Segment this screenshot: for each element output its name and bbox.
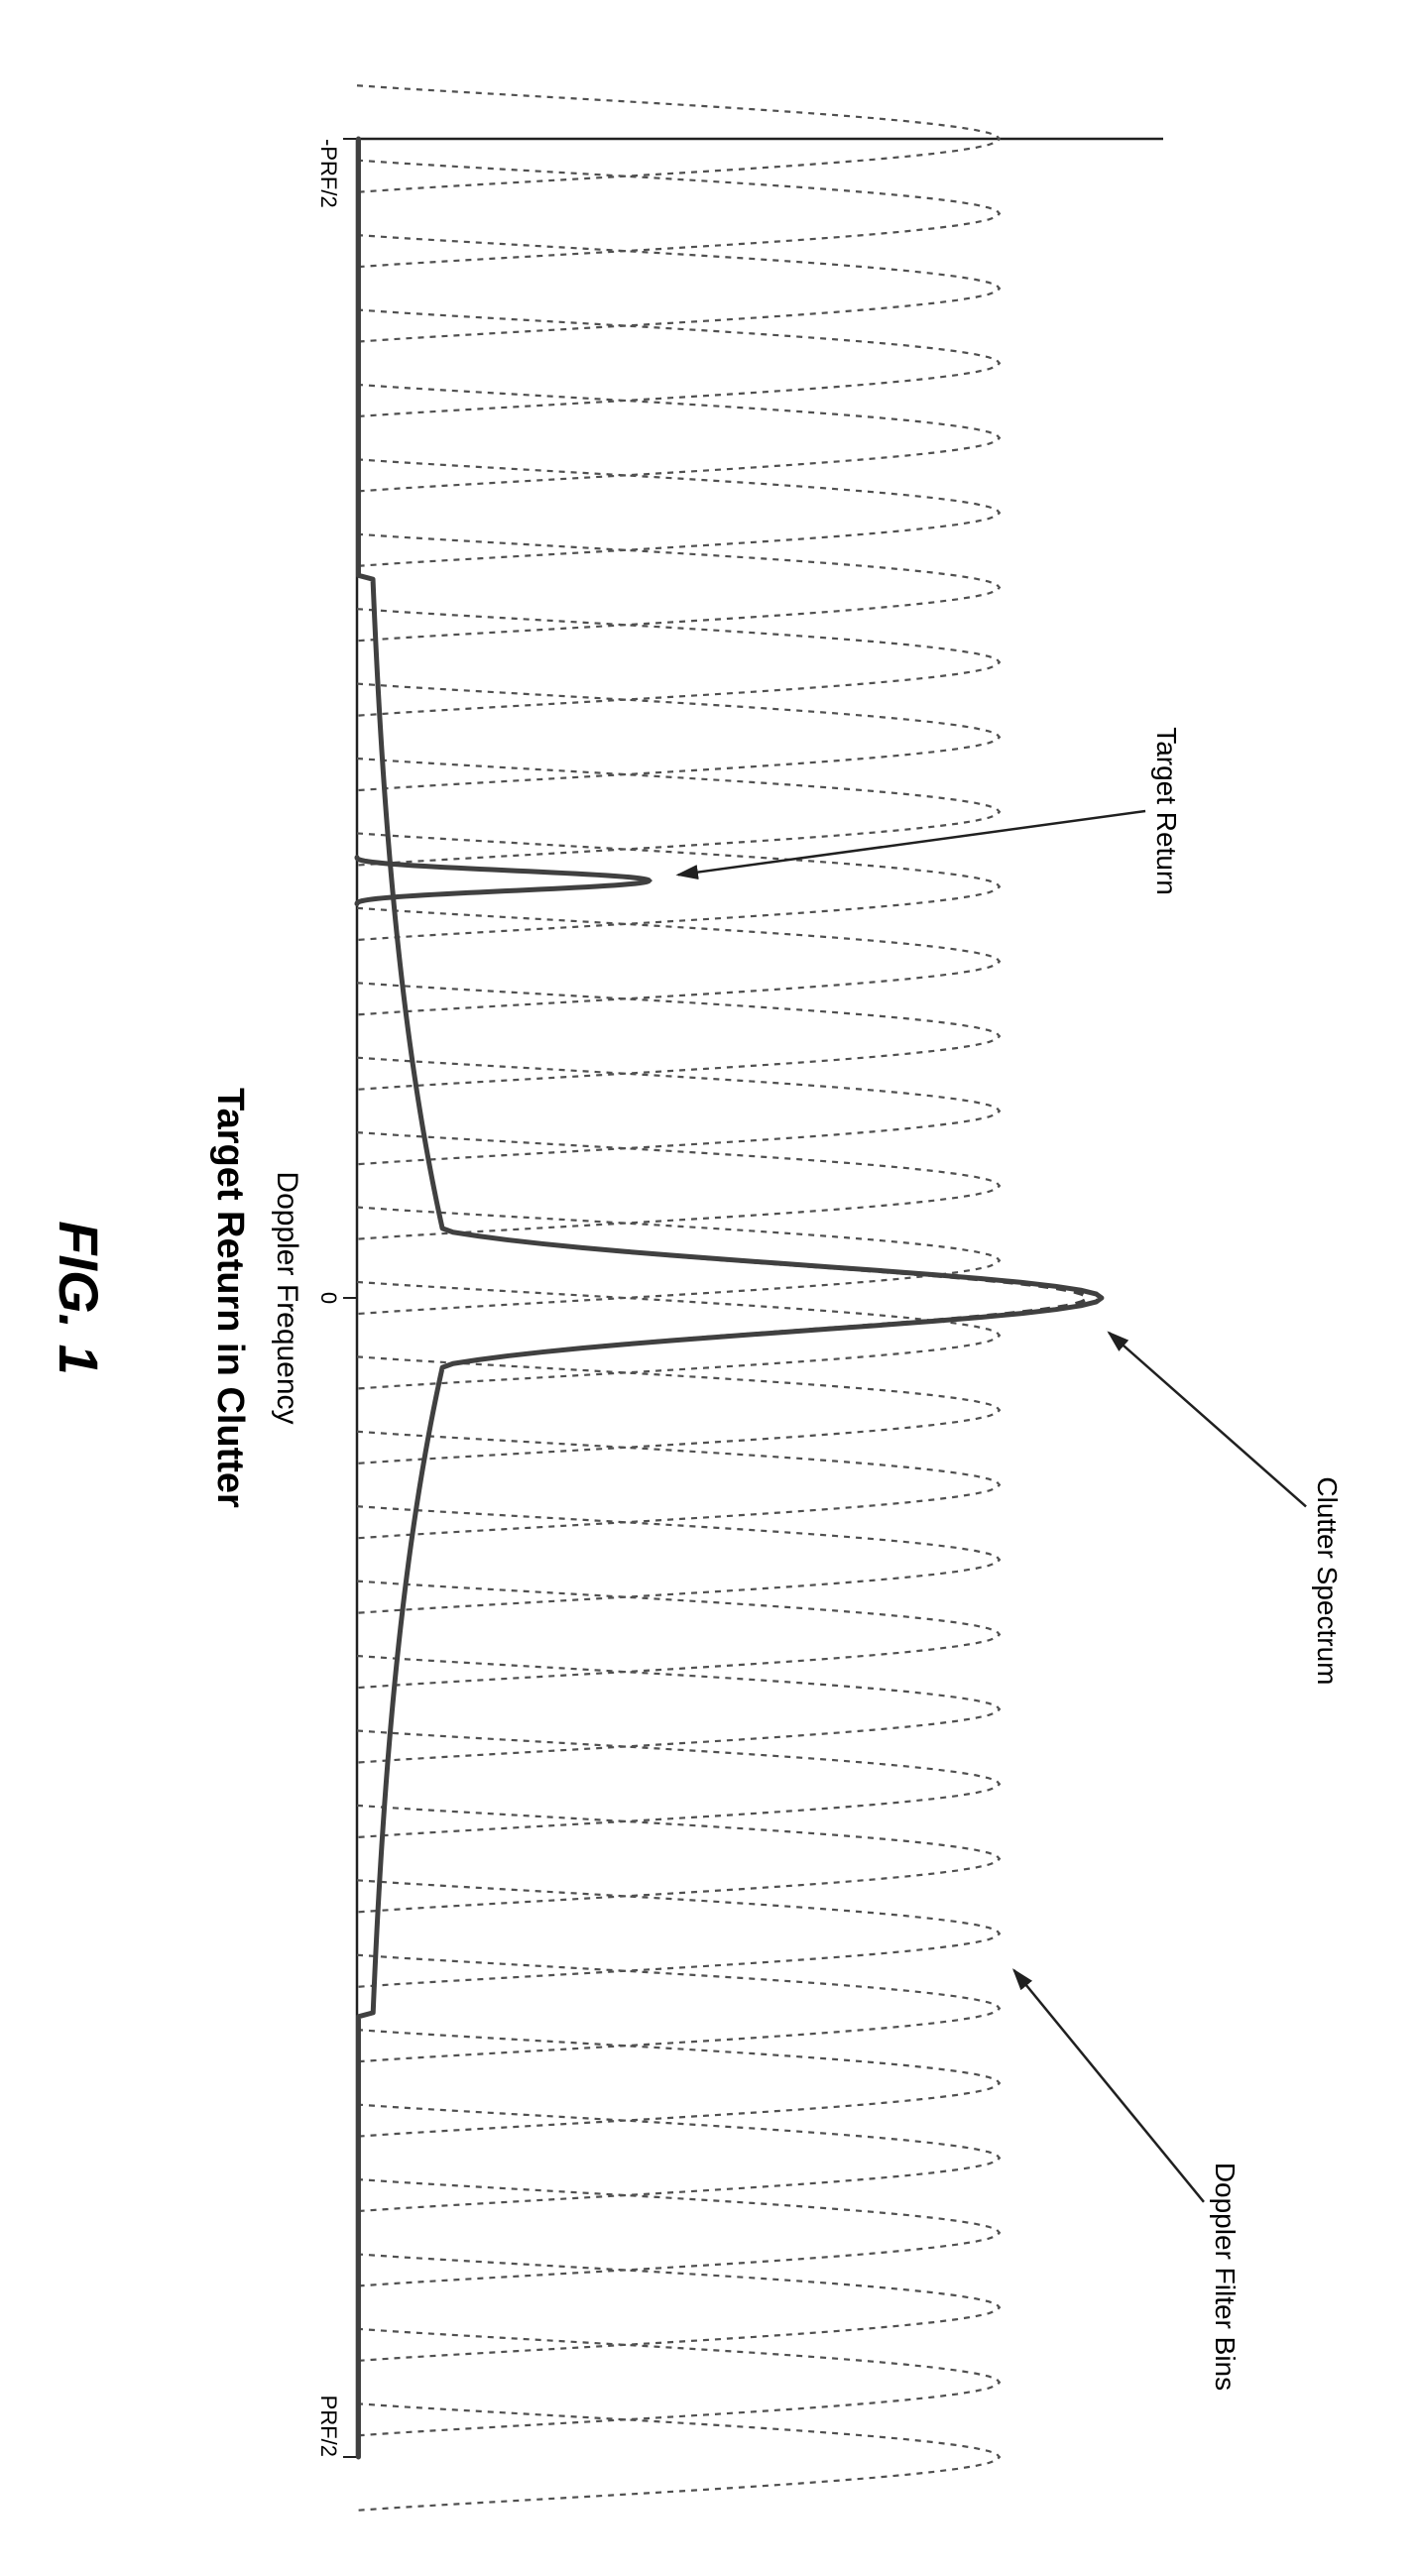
doppler-filter-bins-arrow	[1014, 1970, 1204, 2202]
doppler-filter-bin	[357, 161, 1000, 268]
doppler-filter-bin	[357, 759, 1000, 866]
figure-label: FIG. 1	[48, 1221, 110, 1375]
figure-container: -PRF/2 0 PRF/2 Clutter Spectrum Doppler Filt…	[0, 0, 1421, 2576]
doppler-filter-bin	[357, 459, 1000, 566]
clutter-spectrum-arrow	[1109, 1333, 1306, 1506]
tick-right: PRF/2	[316, 2396, 341, 2457]
doppler-filter-bin	[357, 1432, 1000, 1539]
doppler-filter-bin	[357, 1730, 1000, 1837]
target-return-label: Target Return	[1151, 727, 1182, 895]
doppler-filter-bin	[357, 1955, 1000, 2062]
doppler-filter-bin	[357, 2179, 1000, 2286]
doppler-filter-bin	[357, 385, 1000, 492]
tick-left: -PRF/2	[316, 139, 341, 208]
doppler-filter-bin	[357, 309, 1000, 416]
doppler-filter-bin	[357, 2254, 1000, 2361]
doppler-filter-bin	[357, 1356, 1000, 1464]
doppler-filter-bin	[357, 684, 1000, 791]
doppler-filter-bin	[357, 235, 1000, 342]
clutter-spectrum-peak-dashed	[505, 1240, 1086, 1356]
doppler-filter-bin	[357, 1282, 1000, 1389]
chart-title: Target Return in Clutter	[209, 1088, 251, 1508]
doppler-filter-bin	[357, 1581, 1000, 1689]
clutter-spectrum-label: Clutter Spectrum	[1312, 1476, 1343, 1685]
doppler-filter-bin	[357, 1506, 1000, 1613]
doppler-filter-bin	[357, 1208, 1000, 1315]
doppler-filter-bin	[357, 2030, 1000, 2137]
target-return-arrow	[678, 811, 1145, 875]
x-axis-label: Doppler Frequency	[271, 1171, 303, 1424]
doppler-filter-bin	[357, 1806, 1000, 1913]
doppler-filter-bin	[357, 1656, 1000, 1763]
doppler-chart-svg: -PRF/2 0 PRF/2 Clutter Spectrum Doppler Filt…	[0, 0, 1421, 2576]
doppler-filter-bin	[357, 1058, 1000, 1165]
doppler-filter-bin	[357, 908, 1000, 1015]
tick-center: 0	[316, 1292, 341, 1304]
target-return-curve	[357, 858, 649, 904]
doppler-filter-bin	[357, 2105, 1000, 2212]
doppler-filter-bin	[357, 1132, 1000, 1239]
doppler-filter-bins-label: Doppler Filter Bins	[1210, 2163, 1241, 2391]
doppler-filter-bin	[357, 983, 1000, 1090]
doppler-filter-bin	[357, 609, 1000, 716]
doppler-filter-bin	[357, 534, 1000, 642]
doppler-filter-bin	[357, 833, 1000, 940]
doppler-filter-bin	[357, 2403, 1000, 2511]
clutter-spectrum-curve	[358, 139, 1101, 2457]
doppler-filter-bin	[357, 2329, 1000, 2436]
doppler-filter-bin	[357, 1880, 1000, 1987]
